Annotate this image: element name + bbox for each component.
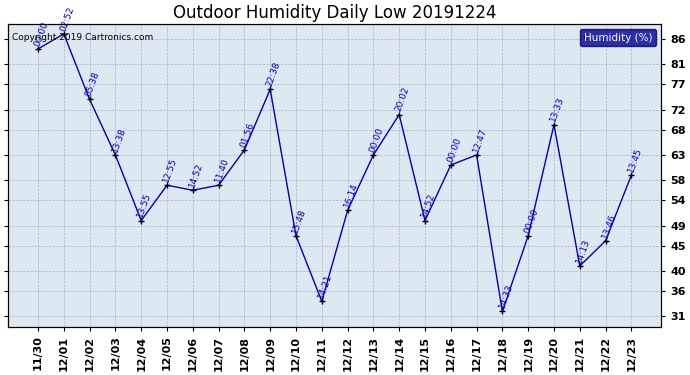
- Title: Outdoor Humidity Daily Low 20191224: Outdoor Humidity Daily Low 20191224: [173, 4, 496, 22]
- Text: 14:13: 14:13: [575, 237, 592, 264]
- Text: 13:33: 13:33: [549, 96, 566, 123]
- Text: 12:47: 12:47: [471, 126, 489, 153]
- Text: 12:55: 12:55: [161, 156, 179, 184]
- Legend: Humidity (%): Humidity (%): [580, 29, 656, 46]
- Text: 14:52: 14:52: [420, 192, 437, 219]
- Text: 15:48: 15:48: [290, 207, 308, 234]
- Text: 14:52: 14:52: [188, 162, 205, 189]
- Text: 16:14: 16:14: [342, 182, 359, 209]
- Text: 00:00: 00:00: [368, 126, 385, 153]
- Text: 01:56: 01:56: [239, 121, 257, 148]
- Text: 05:38: 05:38: [84, 70, 101, 98]
- Text: 14:21: 14:21: [317, 273, 334, 300]
- Text: 11:40: 11:40: [213, 156, 230, 184]
- Text: 20:02: 20:02: [394, 86, 411, 113]
- Text: 13:38: 13:38: [110, 126, 128, 153]
- Text: 13:55: 13:55: [136, 192, 153, 219]
- Text: 13:45: 13:45: [626, 146, 643, 174]
- Text: 02:52: 02:52: [59, 5, 76, 32]
- Text: 00:00: 00:00: [523, 207, 540, 234]
- Text: Copyright 2019 Cartronics.com: Copyright 2019 Cartronics.com: [12, 33, 153, 42]
- Text: 13:46: 13:46: [600, 212, 618, 239]
- Text: 00:00: 00:00: [446, 136, 463, 164]
- Text: 22:38: 22:38: [265, 61, 282, 88]
- Text: 00:00: 00:00: [32, 20, 50, 48]
- Text: 14:33: 14:33: [497, 283, 514, 310]
